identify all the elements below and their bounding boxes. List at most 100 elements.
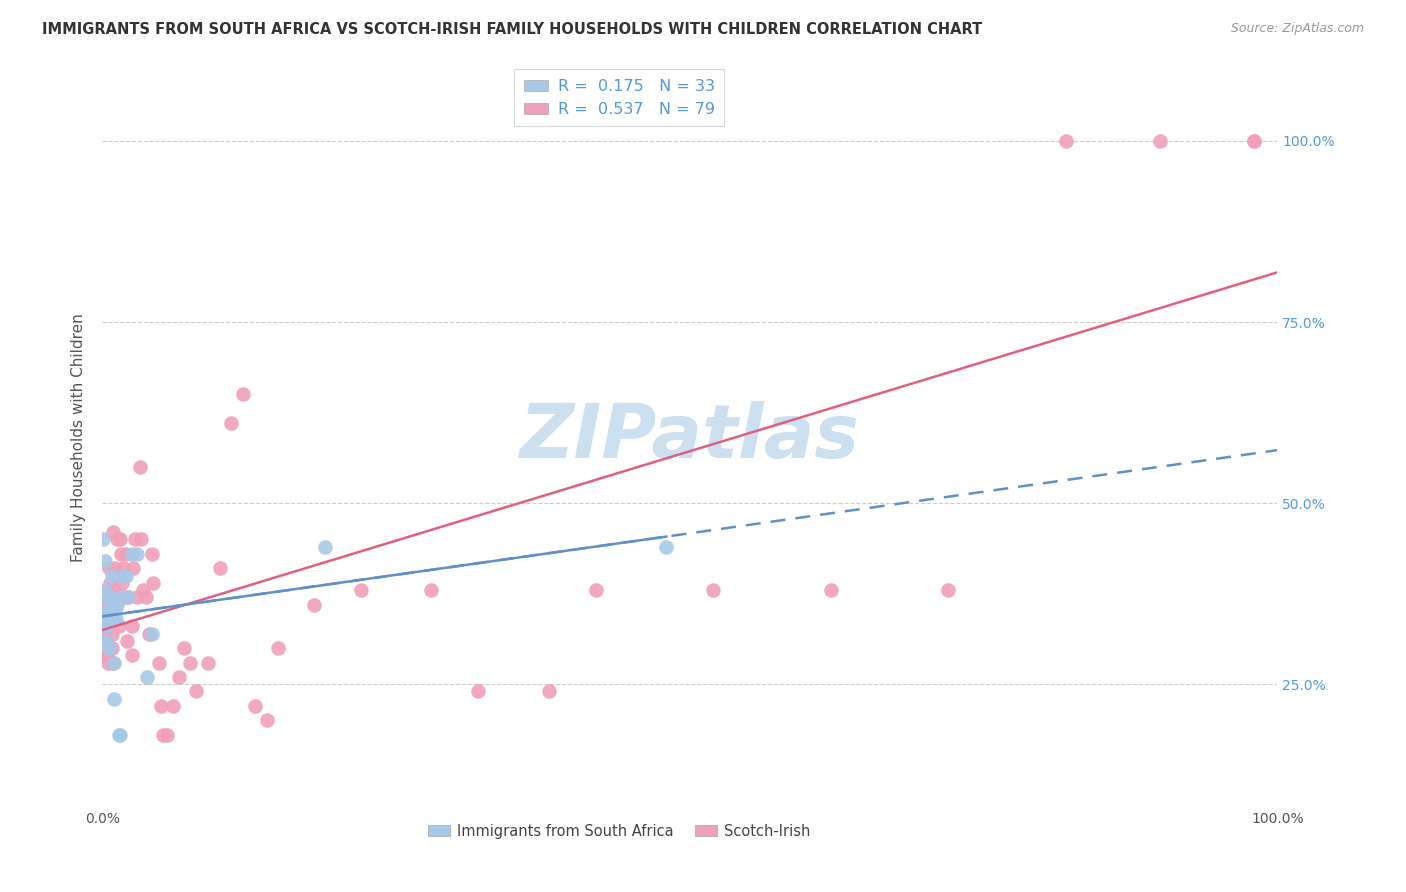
Point [314, 540, 336, 554]
Point [121, 648, 143, 663]
Point [94, 605, 117, 619]
Point [98, 561, 121, 575]
Point [111, 575, 134, 590]
Point [167, 670, 190, 684]
Point [197, 656, 219, 670]
Point [1149, 134, 1171, 148]
Point [124, 533, 146, 547]
Point [129, 533, 152, 547]
Point [97, 612, 120, 626]
Point [93, 554, 115, 568]
Point [94, 633, 117, 648]
Point [114, 547, 136, 561]
Point [98, 598, 121, 612]
Point [243, 698, 266, 713]
Point [94, 633, 117, 648]
Point [655, 540, 678, 554]
Point [121, 547, 143, 561]
Point [100, 626, 122, 640]
Point [702, 583, 724, 598]
Point [132, 583, 155, 598]
Point [110, 547, 132, 561]
Point [1243, 134, 1265, 148]
Point [93, 598, 115, 612]
Point [93, 626, 115, 640]
Point [121, 619, 143, 633]
Point [467, 684, 489, 698]
Point [135, 670, 157, 684]
Point [138, 626, 160, 640]
Point [186, 684, 208, 698]
Point [148, 656, 170, 670]
Point [117, 591, 139, 605]
Point [93, 648, 115, 663]
Point [162, 698, 184, 713]
Point [94, 591, 117, 605]
Y-axis label: Family Households with Children: Family Households with Children [72, 314, 86, 562]
Point [152, 728, 174, 742]
Point [105, 612, 128, 626]
Point [107, 728, 129, 742]
Point [100, 640, 122, 655]
Point [112, 561, 135, 575]
Point [121, 561, 143, 575]
Point [128, 459, 150, 474]
Point [97, 656, 120, 670]
Point [208, 561, 231, 575]
Point [115, 633, 138, 648]
Point [112, 568, 135, 582]
Point [110, 591, 132, 605]
Point [98, 640, 121, 655]
Point [98, 612, 121, 626]
Point [127, 591, 149, 605]
Point [104, 591, 127, 605]
Point [103, 691, 125, 706]
Point [101, 656, 124, 670]
Point [1243, 134, 1265, 148]
Point [267, 640, 290, 655]
Point [141, 626, 163, 640]
Point [96, 591, 118, 605]
Point [585, 583, 607, 598]
Point [232, 387, 254, 401]
Point [93, 533, 115, 547]
Point [100, 598, 122, 612]
Point [93, 633, 115, 648]
Point [94, 619, 117, 633]
Point [820, 583, 842, 598]
Point [96, 598, 118, 612]
Point [100, 575, 122, 590]
Text: ZIPatlas: ZIPatlas [520, 401, 859, 475]
Point [103, 583, 125, 598]
Point [1054, 134, 1077, 148]
Point [100, 598, 122, 612]
Point [142, 575, 165, 590]
Point [936, 583, 959, 598]
Point [103, 656, 125, 670]
Text: Source: ZipAtlas.com: Source: ZipAtlas.com [1230, 22, 1364, 36]
Point [93, 605, 115, 619]
Point [173, 640, 195, 655]
Point [104, 561, 127, 575]
Point [108, 728, 131, 742]
Point [537, 684, 560, 698]
Point [94, 619, 117, 633]
Point [114, 591, 136, 605]
Point [101, 525, 124, 540]
Point [100, 591, 122, 605]
Point [221, 417, 243, 431]
Point [135, 591, 157, 605]
Point [256, 714, 278, 728]
Point [141, 547, 163, 561]
Point [105, 598, 128, 612]
Point [93, 583, 115, 598]
Point [149, 698, 172, 713]
Point [179, 656, 201, 670]
Point [107, 619, 129, 633]
Point [97, 591, 120, 605]
Point [107, 533, 129, 547]
Point [96, 648, 118, 663]
Point [96, 612, 118, 626]
Point [108, 533, 131, 547]
Point [97, 591, 120, 605]
